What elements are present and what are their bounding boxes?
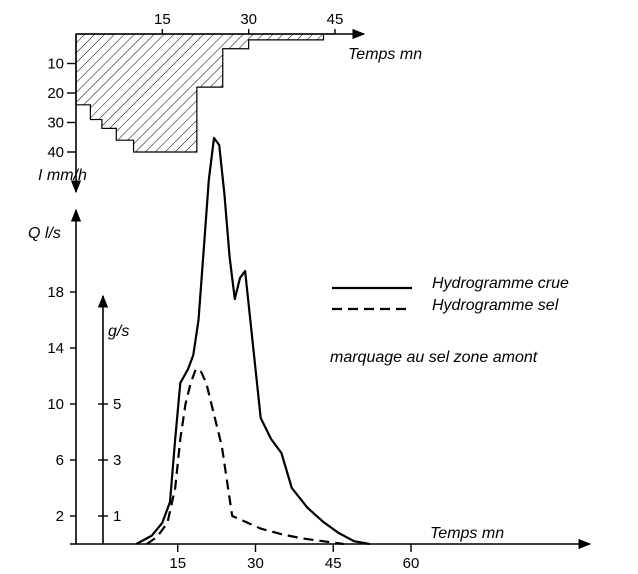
- hyeto-xtick-label-45: 45: [327, 11, 344, 28]
- legend-label-crue: Hydrogramme crue: [432, 275, 569, 292]
- y2tick-label-3: 3: [113, 452, 121, 469]
- hyetogram-xlabel: Temps mn: [348, 46, 422, 63]
- legend-label-sel: Hydrogramme sel: [432, 297, 559, 314]
- xtick-label-30: 30: [247, 555, 264, 572]
- xtick-label-60: 60: [403, 555, 420, 572]
- y2tick-label-5: 5: [113, 396, 121, 413]
- hyeto-ytick-label-20: 20: [47, 85, 64, 102]
- hyetogram-ylabel: I mm/h: [38, 167, 87, 184]
- hyetogram: 15 30 45 10 20 30 40 Temps mn I mm/h: [38, 11, 422, 194]
- rainfall-bars: [75, 33, 335, 153]
- ytick-label-6: 6: [56, 452, 64, 469]
- hydrograph: 15 30 45 60 2 6 10 14 18 1 3 5 Temps mn Q l/s g/s…: [28, 136, 592, 572]
- series-line-hydrogramme-crue: [135, 136, 370, 546]
- xtick-label-15: 15: [169, 555, 186, 572]
- hydrograph-ylabel: Q l/s: [28, 225, 61, 242]
- hyeto-xtick-label-15: 15: [154, 11, 171, 28]
- ytick-label-10: 10: [47, 396, 64, 413]
- series-line-hydrogramme-sel: [146, 367, 344, 546]
- legend: Hydrogramme crue Hydrogramme sel: [332, 275, 569, 314]
- ytick-label-18: 18: [47, 284, 64, 301]
- hyeto-xtick-label-30: 30: [240, 11, 257, 28]
- y2tick-label-1: 1: [113, 508, 121, 525]
- ytick-label-14: 14: [47, 340, 64, 357]
- hyeto-ytick-label-40: 40: [47, 144, 64, 161]
- xtick-label-45: 45: [325, 555, 342, 572]
- hydrograph-xlabel: Temps mn: [430, 525, 504, 542]
- hyeto-ytick-label-30: 30: [47, 115, 64, 132]
- ytick-label-2: 2: [56, 508, 64, 525]
- salt-flux-label: g/s: [108, 323, 129, 340]
- hyeto-ytick-label-10: 10: [47, 56, 64, 73]
- annotation: marquage au sel zone amont: [330, 349, 538, 366]
